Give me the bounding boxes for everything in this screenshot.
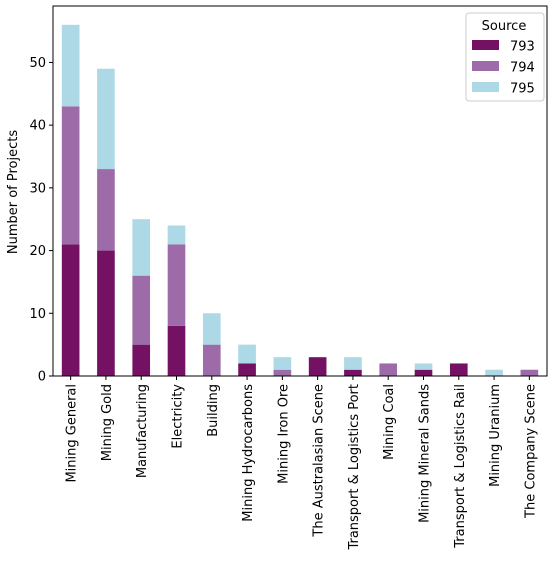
x-tick-label: Mining Gold [100, 384, 115, 461]
bar-segment-795-1 [97, 68, 115, 170]
x-tick-label: Transport & Logistics Port [347, 384, 362, 551]
x-tick-label: The Company Scene [523, 384, 538, 519]
x-tick-label: Mining Hydrocarbons [241, 384, 256, 522]
bar-segment-794-13 [520, 369, 539, 376]
y-tick-label: 10 [29, 307, 46, 322]
legend-title: Source [482, 19, 527, 34]
bar-segment-794-9 [379, 363, 398, 376]
bar-segment-793-8 [344, 369, 362, 376]
y-axis-title: Number of Projects [6, 130, 21, 254]
bar-segment-793-7 [308, 357, 327, 376]
bar-segment-795-8 [344, 357, 362, 370]
y-tick-label: 30 [29, 181, 46, 196]
legend-swatch-794 [472, 61, 499, 71]
legend-swatch-795 [472, 82, 499, 92]
bar-segment-795-3 [167, 225, 186, 245]
x-tick-label: The Australasian Scene [312, 384, 327, 538]
bar-segment-793-5 [238, 363, 256, 376]
y-tick-label: 0 [38, 370, 46, 385]
legend-box [465, 12, 545, 102]
bar-segment-794-1 [97, 169, 115, 251]
bar-segment-795-2 [132, 219, 151, 276]
y-tick-label: 20 [29, 244, 46, 259]
bars-group [61, 24, 539, 376]
legend-label-795: 795 [510, 82, 535, 97]
x-tick-label: Transport & Logistics Rail [453, 384, 468, 549]
y-tick-label: 50 [29, 56, 46, 71]
x-tick-label: Building [206, 384, 221, 437]
bar-segment-795-10 [414, 363, 433, 370]
bar-segment-795-12 [485, 369, 503, 376]
bar-segment-793-2 [132, 344, 151, 376]
x-tick-label: Mining Mineral Sands [418, 384, 433, 523]
y-tick-label: 40 [29, 119, 46, 134]
bar-segment-794-3 [167, 244, 186, 326]
bar-segment-794-4 [202, 344, 221, 376]
x-tick-label: Mining Coal [382, 384, 397, 460]
bar-segment-794-6 [273, 369, 292, 376]
legend-items: 793 794 795 [472, 40, 535, 97]
bar-segment-793-11 [449, 363, 468, 376]
legend-label-793: 793 [510, 40, 535, 55]
bar-segment-795-4 [202, 313, 221, 345]
plot-frame [52, 5, 548, 377]
x-tick-label: Mining General [65, 384, 80, 483]
x-tick-label: Mining Iron Ore [276, 384, 291, 484]
bar-segment-794-2 [132, 275, 151, 345]
x-tick-label: Electricity [171, 384, 186, 449]
x-tick-label: Manufacturing [135, 384, 150, 478]
bar-segment-795-6 [273, 357, 292, 370]
bar-segment-795-0 [61, 24, 80, 107]
x-tick-label: Mining Uranium [488, 384, 503, 487]
legend-swatch-793 [472, 40, 499, 50]
bar-segment-793-10 [414, 369, 433, 376]
x-axis: Mining General Mining Gold Manufacturing El… [65, 376, 538, 551]
bar-segment-794-0 [61, 106, 80, 245]
bar-segment-795-5 [238, 344, 256, 364]
bar-segment-793-0 [61, 244, 80, 376]
bar-segment-793-3 [167, 325, 186, 376]
y-axis: 0 10 20 30 40 50 [29, 56, 53, 385]
legend: Source 793 794 795 [465, 12, 545, 102]
legend-label-794: 794 [510, 61, 535, 76]
bar-segment-793-1 [97, 250, 115, 376]
